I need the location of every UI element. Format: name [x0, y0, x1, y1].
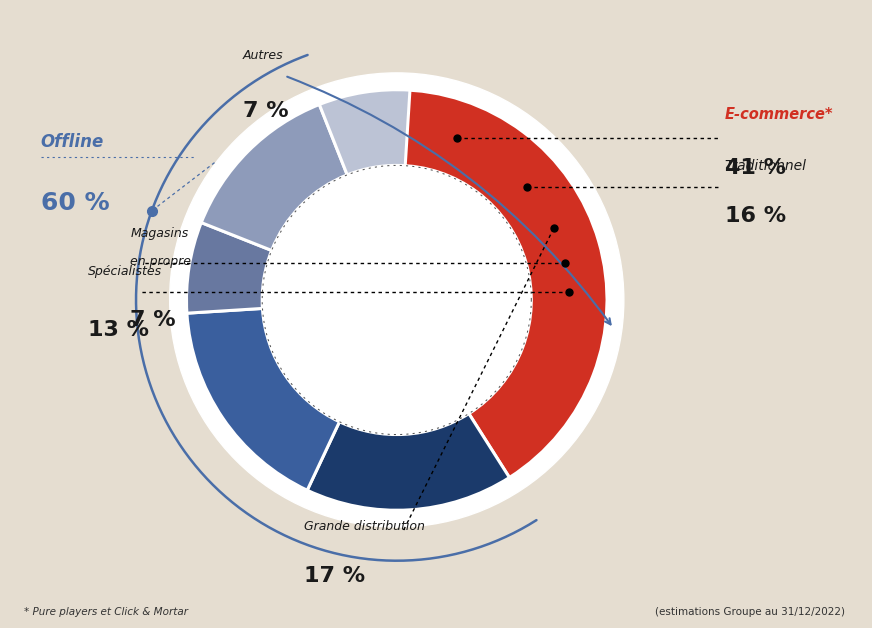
Text: 13 %: 13 %: [88, 320, 149, 340]
Circle shape: [170, 73, 623, 527]
Wedge shape: [201, 104, 347, 251]
Wedge shape: [187, 308, 339, 490]
Text: (estimations Groupe au 31/12/2022): (estimations Groupe au 31/12/2022): [656, 607, 845, 617]
Text: Grande distribution: Grande distribution: [304, 520, 426, 533]
Text: Spécialistes: Spécialistes: [88, 266, 162, 278]
Text: Magasins: Magasins: [131, 227, 188, 241]
Wedge shape: [397, 90, 607, 477]
Wedge shape: [319, 90, 410, 175]
Text: 16 %: 16 %: [725, 207, 786, 227]
Text: * Pure players et Click & Mortar: * Pure players et Click & Mortar: [24, 607, 187, 617]
Wedge shape: [307, 414, 509, 510]
Text: 41 %: 41 %: [725, 158, 786, 178]
Text: Autres: Autres: [242, 49, 283, 62]
Text: en propre: en propre: [131, 255, 192, 268]
Text: Offline: Offline: [41, 133, 104, 151]
Text: 60 %: 60 %: [41, 191, 109, 215]
Text: E-commerce*: E-commerce*: [725, 107, 834, 122]
Text: 17 %: 17 %: [304, 566, 365, 587]
Text: 7 %: 7 %: [242, 101, 288, 121]
Wedge shape: [187, 222, 272, 313]
Text: Traditionnel: Traditionnel: [725, 159, 807, 173]
Circle shape: [265, 168, 528, 431]
Text: 7 %: 7 %: [131, 310, 176, 330]
